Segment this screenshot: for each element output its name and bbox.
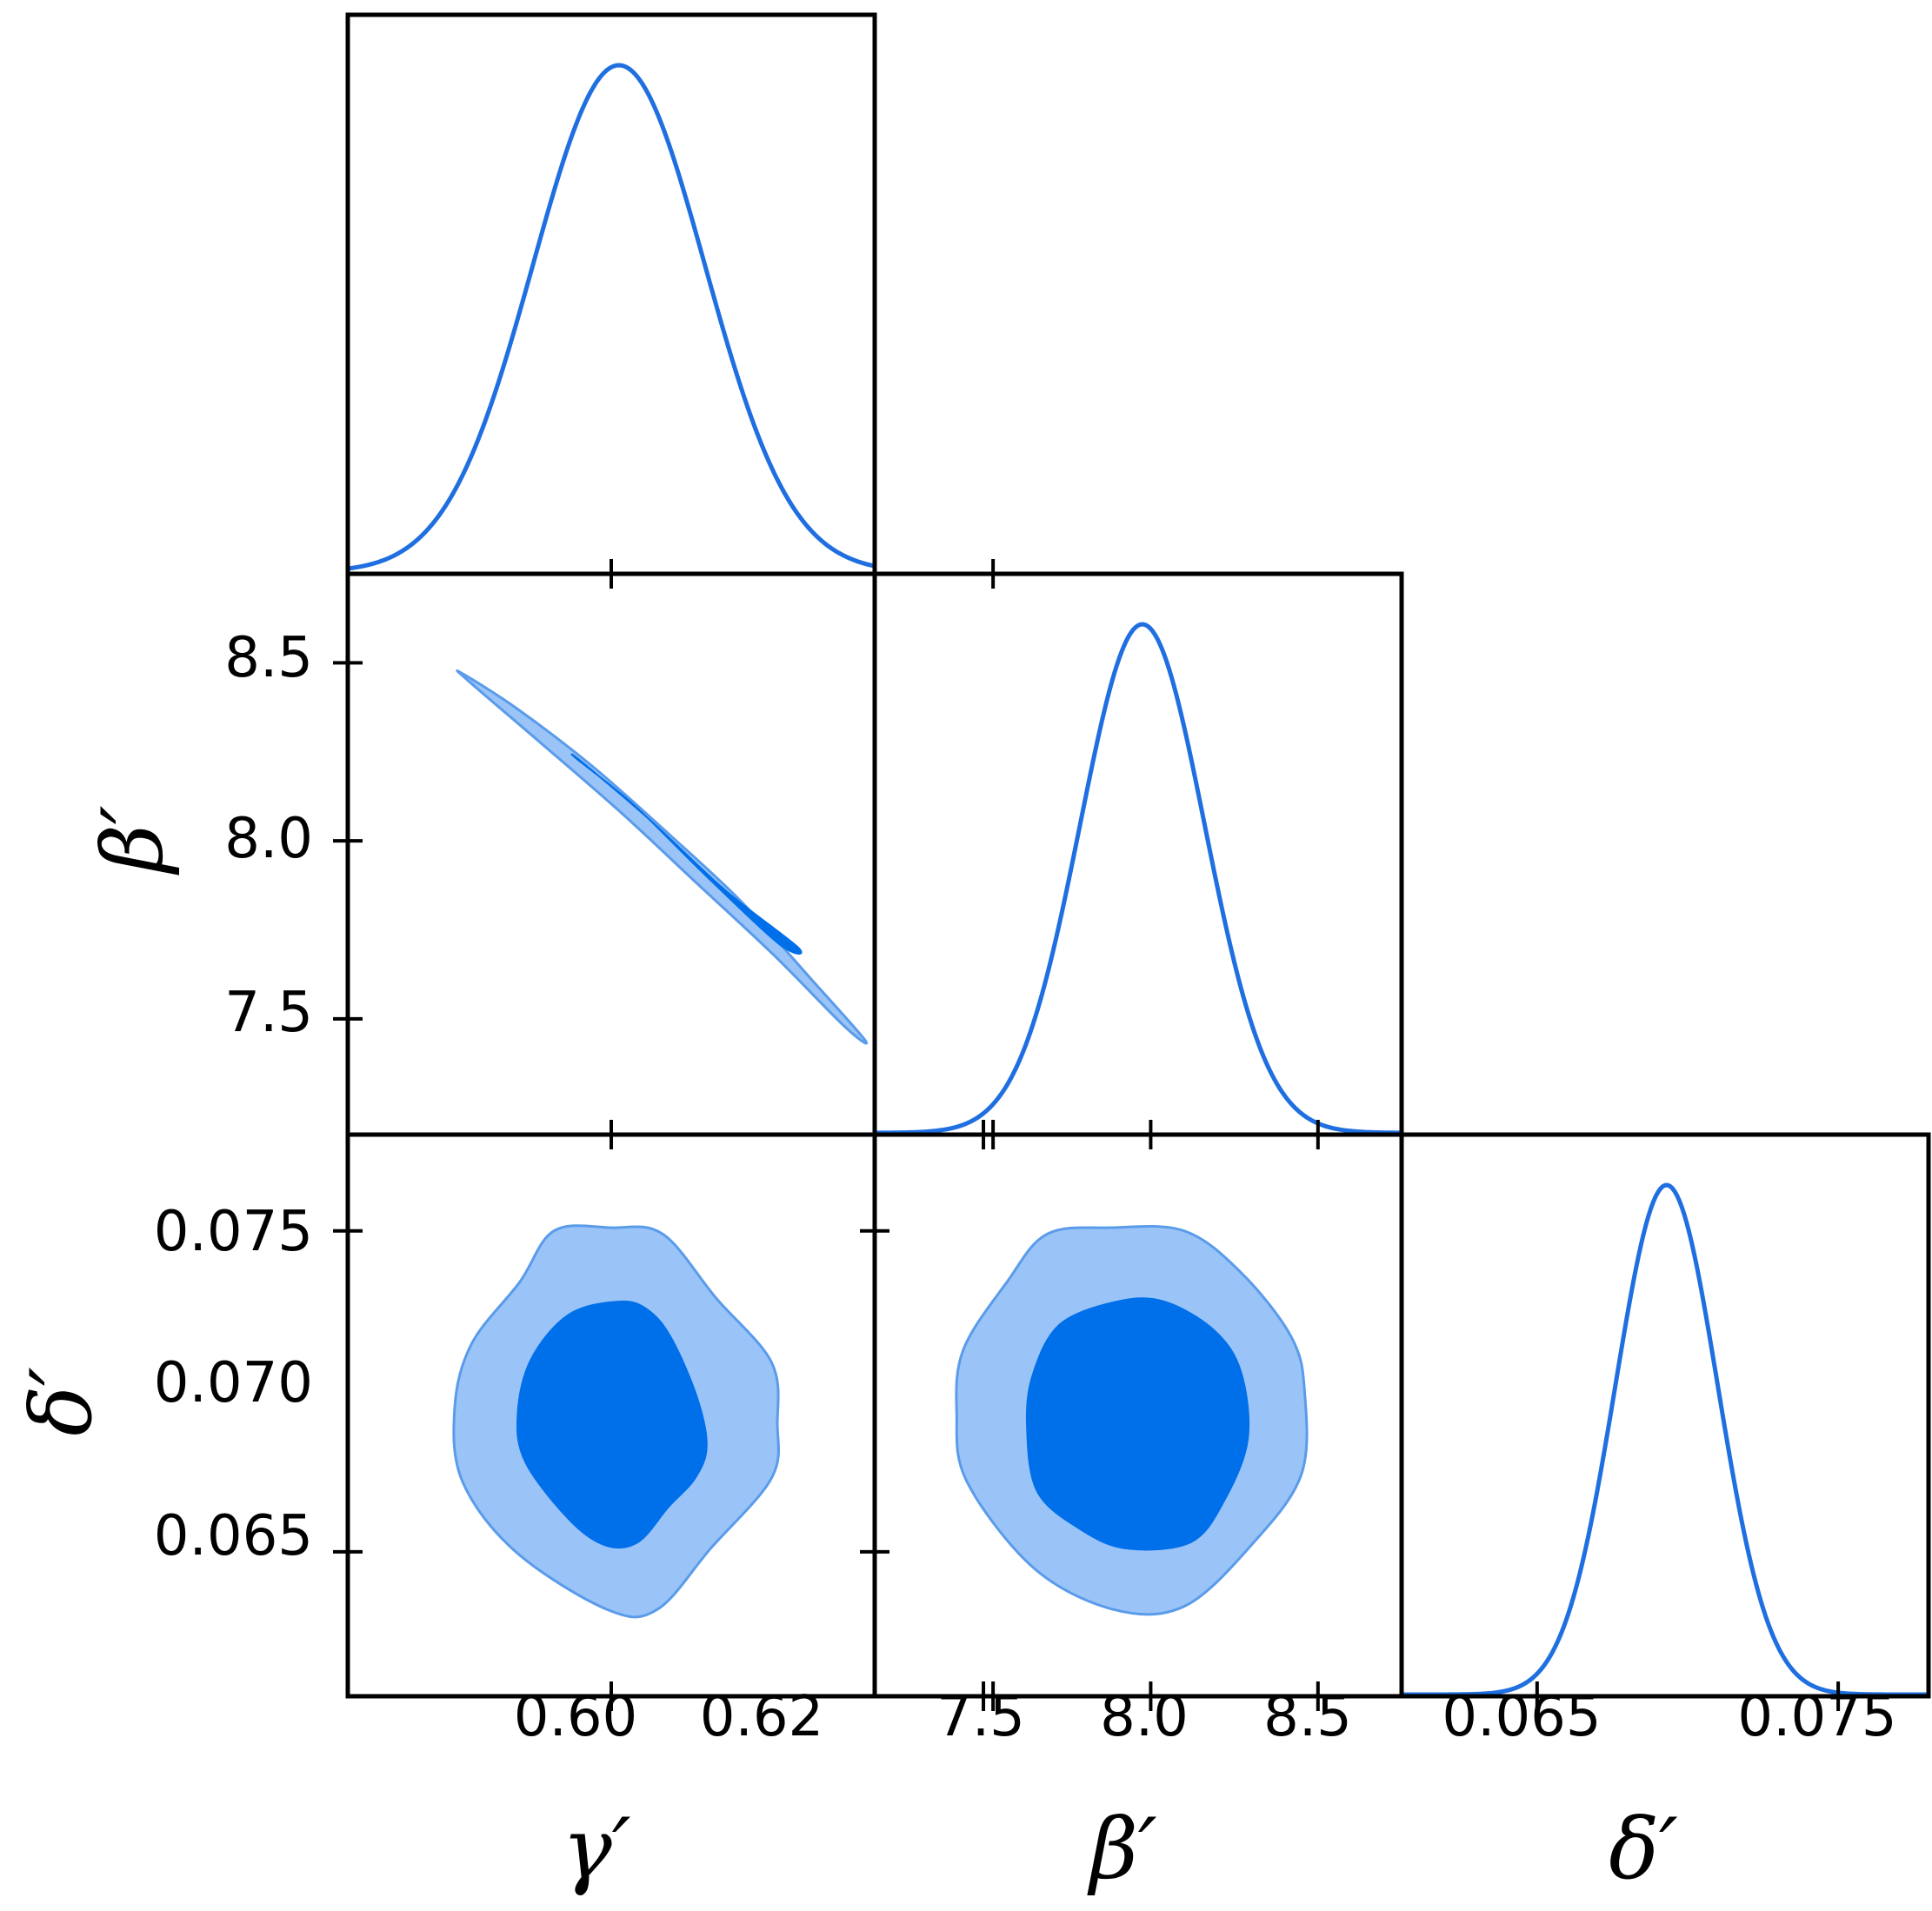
x-axis-label-beta: β′: [1087, 1801, 1157, 1898]
contour-68-gamma_beta: [570, 753, 803, 955]
x-tick-label-beta-1: 8.0: [1100, 1685, 1189, 1749]
tick-layer: [333, 559, 1841, 1711]
x-tick-label-gamma-0: 0.60: [514, 1685, 638, 1749]
y-tick-label-delta-2: 0.065: [154, 1504, 313, 1568]
marginal-curve-gamma: [347, 63, 876, 571]
x-tick-label-beta-0: 7.5: [936, 1685, 1025, 1749]
x-tick-label-gamma-1: 0.62: [700, 1685, 824, 1749]
x-axis-label-delta: δ′: [1609, 1801, 1678, 1898]
panel-frame-beta-gamma: [345, 571, 877, 1137]
panel-frame-beta-beta: [872, 571, 1404, 1137]
contour-95-gamma_beta: [456, 669, 868, 1045]
y-tick-label-delta-1: 0.070: [154, 1351, 313, 1415]
y-tick-label-beta-1: 8.0: [224, 807, 313, 871]
marginal-curve-delta: [1402, 1182, 1929, 1697]
x-tick-label-delta-0: 0.065: [1442, 1685, 1601, 1749]
marginal-curve-beta: [874, 622, 1402, 1135]
panel-frame-delta-delta: [1399, 1132, 1931, 1699]
x-tick-label-beta-2: 8.5: [1263, 1685, 1352, 1749]
y-axis-label-delta: δ′: [13, 1367, 110, 1436]
contour-layer: [452, 669, 1309, 1619]
contour-68-beta_delta: [1025, 1297, 1250, 1551]
y-axis-label-beta: β′: [84, 805, 182, 876]
x-tick-label-delta-1: 0.075: [1737, 1685, 1896, 1749]
panel-frame-gamma-gamma: [345, 12, 877, 576]
contour-68-gamma_delta: [516, 1300, 708, 1549]
y-tick-label-beta-2: 7.5: [224, 981, 313, 1045]
marginal-layer: [347, 63, 1929, 1697]
y-tick-label-beta-0: 8.5: [224, 626, 313, 690]
x-axis-label-gamma: γ′: [562, 1801, 630, 1898]
y-tick-label-delta-0: 0.075: [154, 1200, 313, 1264]
